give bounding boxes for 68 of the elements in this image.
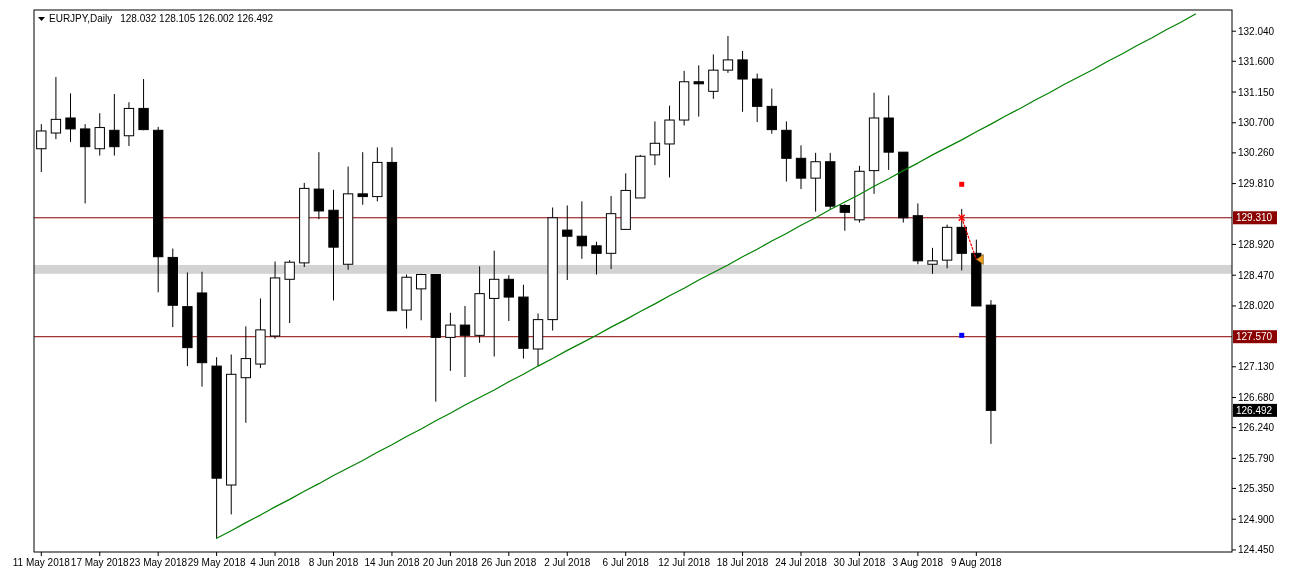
x-tick-label: 14 Jun 2018 <box>364 557 420 568</box>
candlestick <box>810 152 821 213</box>
candlestick <box>445 312 456 372</box>
candlestick <box>240 325 252 424</box>
x-tick-label: 17 May 2018 <box>70 557 130 568</box>
y-tick-label: 128.020 <box>1238 300 1275 312</box>
candlestick <box>415 273 427 321</box>
y-tick-label: 126.240 <box>1238 422 1275 434</box>
candlestick <box>766 88 777 135</box>
candlestick <box>927 247 938 275</box>
x-tick-label: 11 May 2018 <box>12 557 71 568</box>
y-tick-label: 129.810 <box>1238 178 1275 190</box>
candlestick <box>138 78 149 131</box>
y-tick-label: 128.920 <box>1238 238 1275 250</box>
x-tick-label: 18 Jul 2018 <box>716 557 769 568</box>
candlestick <box>737 50 748 113</box>
candlestick <box>591 241 602 276</box>
x-tick-label: 24 Jul 2018 <box>775 557 828 568</box>
x-tick-label: 3 Aug 2018 <box>892 557 944 568</box>
candlestick <box>79 123 91 204</box>
candlestick <box>503 274 514 322</box>
candlestick <box>795 144 807 190</box>
chart-title: EURJPY,Daily <box>49 13 113 24</box>
candlestick <box>576 200 588 260</box>
candlestick <box>36 123 47 173</box>
y-tick-label: 132.040 <box>1238 25 1275 37</box>
x-tick-label: 8 Jun 2018 <box>308 557 359 568</box>
candlestick <box>722 35 734 74</box>
x-tick-label: 12 Jul 2018 <box>658 557 711 568</box>
candlestick <box>357 151 368 206</box>
x-tick-label: 23 May 2018 <box>129 557 188 568</box>
y-tick-label: 126.680 <box>1238 392 1275 404</box>
candlestick <box>94 112 105 157</box>
candlestick <box>109 93 120 157</box>
x-tick-label: 26 Jun 2018 <box>481 557 537 568</box>
x-tick-label: 9 Aug 2018 <box>951 557 1003 568</box>
x-tick-label: 6 Jul 2018 <box>602 557 650 568</box>
chart-subtitle: 128.032 128.105 126.002 126.492 <box>120 13 274 24</box>
y-tick-label: 128.470 <box>1238 269 1275 281</box>
x-tick-label: 29 May 2018 <box>187 557 246 568</box>
candlestick <box>459 305 471 378</box>
candlestick <box>649 120 661 166</box>
candlestick <box>50 76 62 140</box>
candlestick <box>489 250 500 358</box>
y-tick-label: 130.700 <box>1238 117 1275 129</box>
ref-line-label: 129.310 <box>1236 212 1273 224</box>
y-tick-label: 124.450 <box>1238 544 1275 556</box>
y-tick-label: 130.260 <box>1238 147 1275 159</box>
y-tick-label: 124.900 <box>1238 513 1275 525</box>
y-tick-label: 127.130 <box>1238 361 1275 373</box>
y-tick-label: 131.600 <box>1238 55 1275 67</box>
candlestick <box>708 53 719 100</box>
ref-line-label: 127.570 <box>1236 331 1273 343</box>
y-tick-label: 125.350 <box>1238 482 1275 494</box>
candlestick <box>65 92 76 143</box>
x-tick-label: 4 Jun 2018 <box>250 557 301 568</box>
x-tick-label: 30 Jul 2018 <box>833 557 886 568</box>
candlestick <box>664 105 675 178</box>
candlestick <box>562 204 573 281</box>
x-tick-label: 2 Jul 2018 <box>544 557 591 568</box>
x-tick-label: 20 Jun 2018 <box>422 557 479 568</box>
candlestick <box>284 259 295 324</box>
y-tick-label: 125.790 <box>1238 452 1275 464</box>
candlestick <box>839 203 851 232</box>
candlestick <box>693 64 704 118</box>
y-tick-label: 131.150 <box>1238 86 1275 98</box>
candlestick <box>313 151 325 220</box>
text: 126.492 <box>1236 404 1273 416</box>
